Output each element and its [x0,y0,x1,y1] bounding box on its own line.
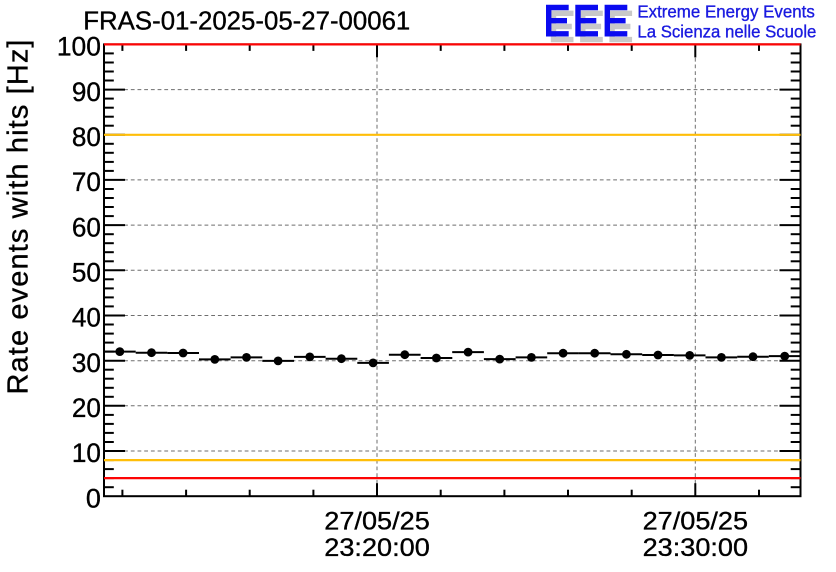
svg-text:100: 100 [57,32,101,62]
svg-text:70: 70 [72,167,101,197]
svg-text:40: 40 [72,303,101,333]
svg-text:50: 50 [72,258,101,288]
svg-text:Extreme Energy Events: Extreme Energy Events [637,1,815,21]
svg-text:La Scienza nelle Scuole: La Scienza nelle Scuole [637,22,816,42]
svg-text:30: 30 [72,348,101,378]
svg-text:80: 80 [72,122,101,152]
svg-text:60: 60 [72,212,101,242]
svg-text:20: 20 [72,393,101,423]
svg-text:0: 0 [86,483,101,513]
svg-text:Rate events with hits [Hz]: Rate events with hits [Hz] [2,40,34,395]
svg-text:27/05/25: 27/05/25 [324,507,430,535]
svg-text:23:30:00: 23:30:00 [643,534,749,562]
svg-text:90: 90 [72,77,101,107]
svg-text:23:20:00: 23:20:00 [324,534,430,562]
svg-text:10: 10 [72,438,101,468]
svg-text:27/05/25: 27/05/25 [643,507,749,535]
svg-text:FRAS-01-2025-05-27-00061: FRAS-01-2025-05-27-00061 [83,6,410,36]
